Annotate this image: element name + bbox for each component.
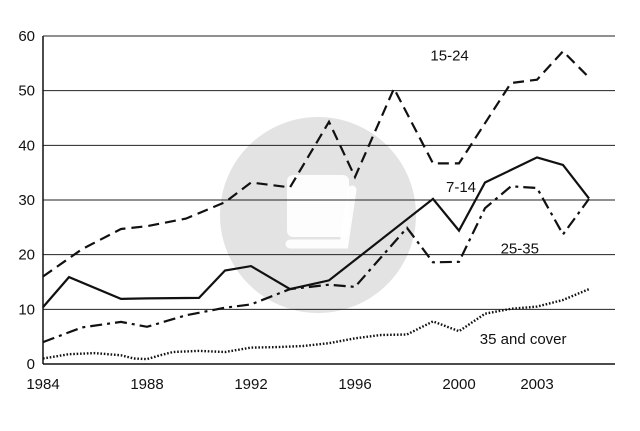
y-tick-label: 40 [18,137,35,154]
series-line-25-35 [42,185,590,344]
x-tick-label: 1988 [130,376,163,393]
y-tick-label: 10 [18,301,35,318]
y-tick-label: 0 [27,356,35,373]
series-lines [42,49,590,361]
y-tick-label: 60 [18,28,35,45]
series-label-25-35: 25-35 [501,241,539,258]
tick-labels: 0 10 20 30 40 50 60 1984 1988 1992 1996 2000 2003 [18,28,553,393]
series-line-15-24 [42,49,590,278]
x-tick-label: 2003 [520,376,553,393]
series-label-35-and-cover: 35 and cover [480,331,567,348]
x-tick-label: 1992 [234,376,267,393]
gridlines [43,35,615,310]
series-label-15-24: 15-24 [430,48,468,65]
series-line-35-and-cover [42,287,590,361]
axes [42,36,615,365]
watermark-logo [220,117,416,313]
x-tick-label: 1984 [26,376,59,393]
x-tick-label: 1996 [338,376,371,393]
y-tick-label: 30 [18,192,35,209]
series-label-7-14: 7-14 [446,179,476,196]
series-labels: 15-24 7-14 25-35 35 and cover [430,48,566,348]
y-tick-label: 50 [18,83,35,100]
y-tick-label: 20 [18,247,35,264]
x-tick-label: 2000 [442,376,475,393]
